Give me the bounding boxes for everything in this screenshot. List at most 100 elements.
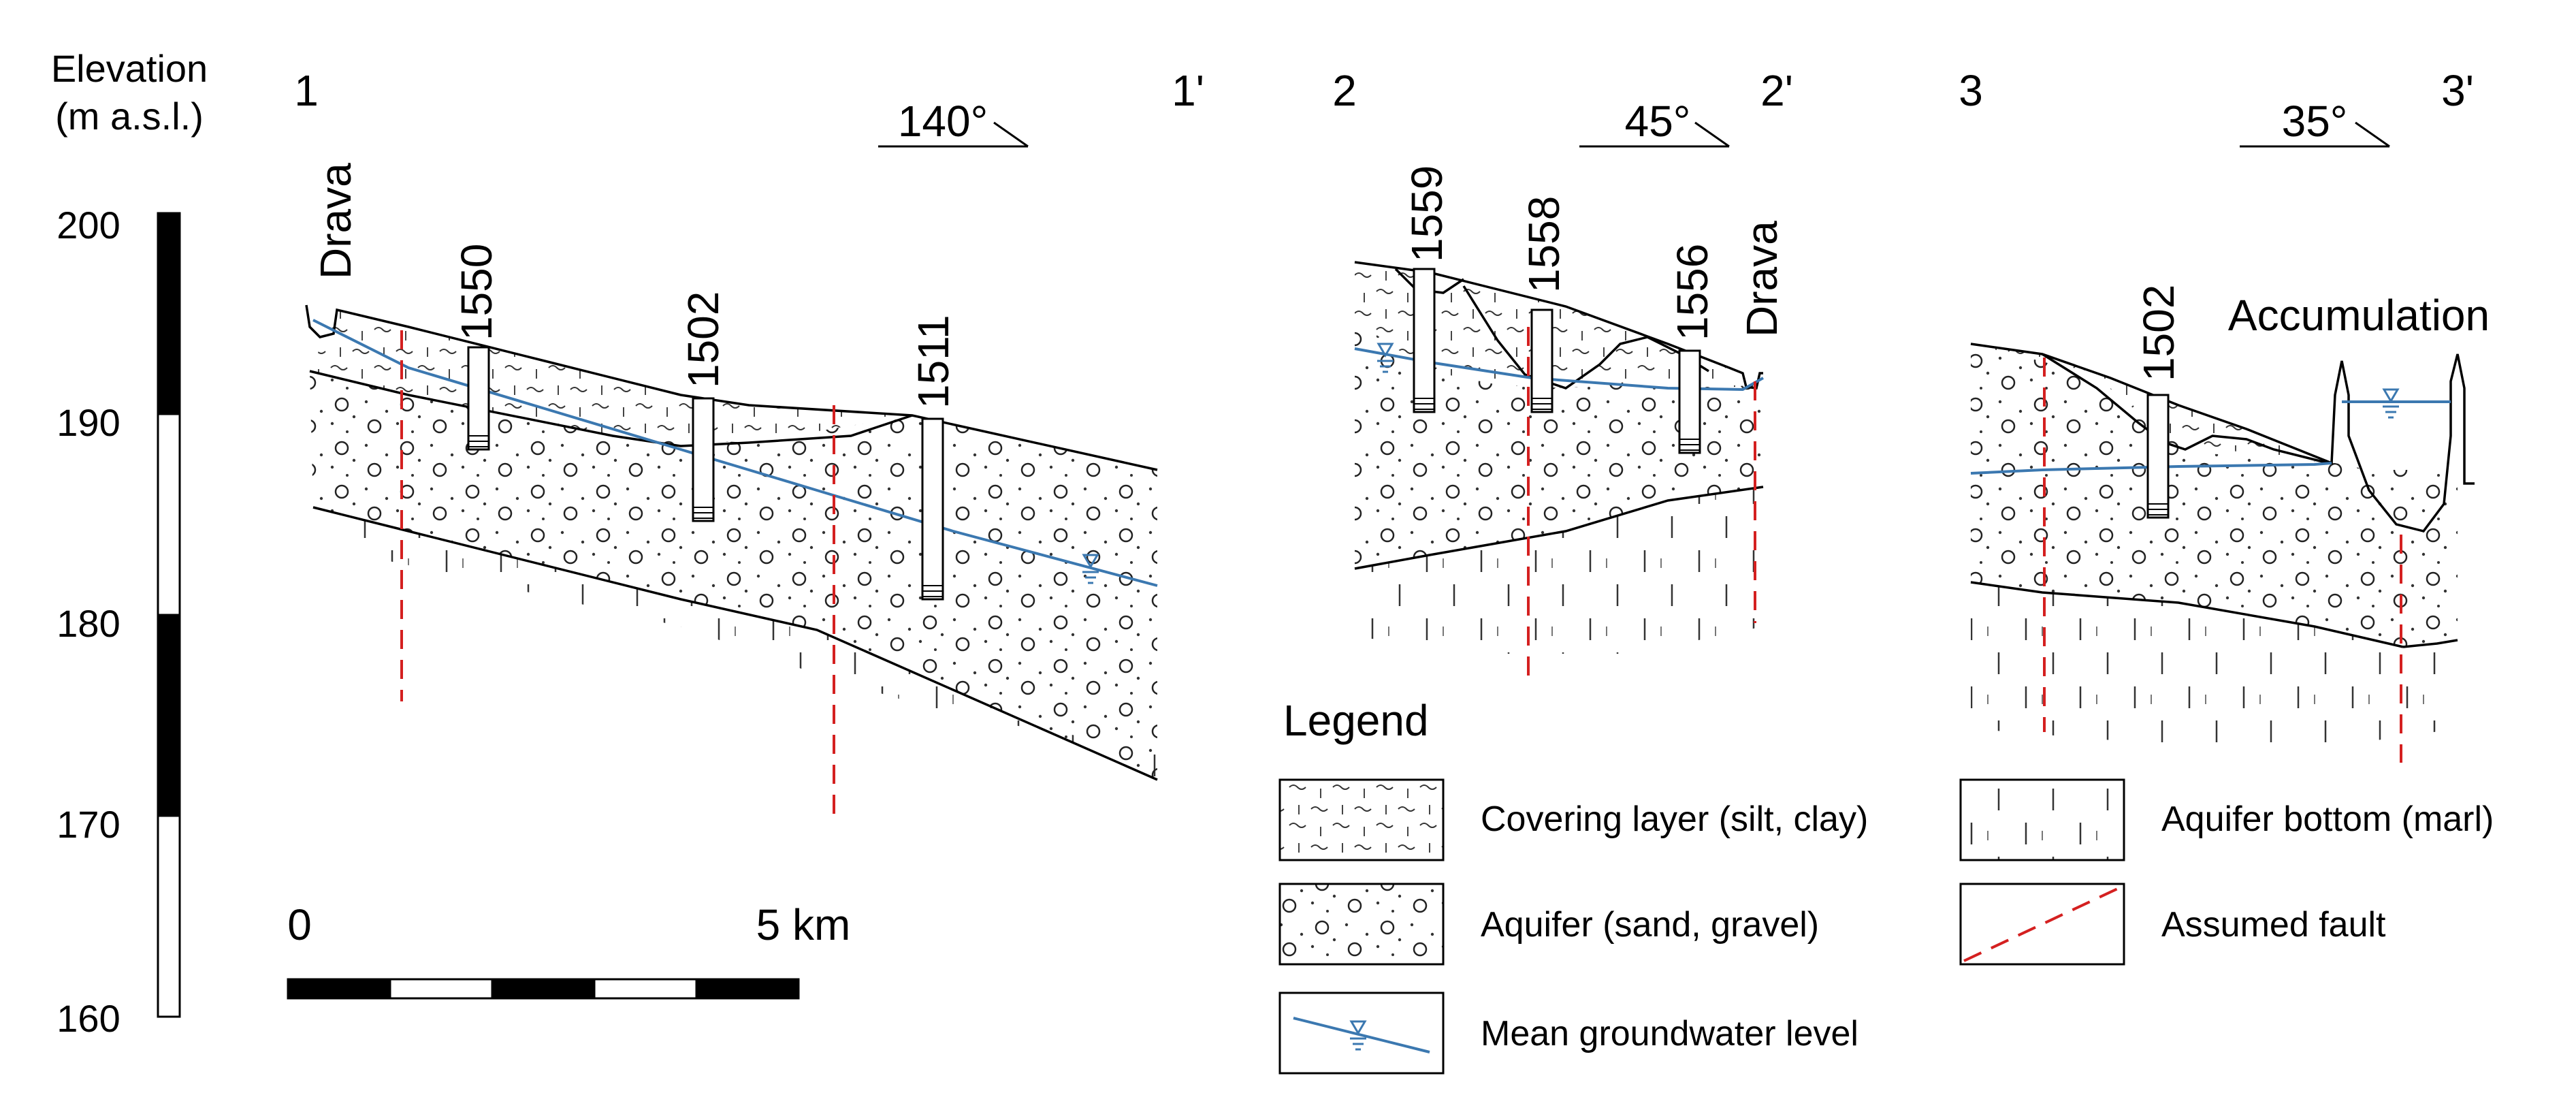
- legend-swatch: [1278, 992, 1445, 1075]
- legend-label: Assumed fault: [2161, 905, 2386, 945]
- layer-boundaries: [305, 304, 1158, 781]
- elevation-tick-label: 170: [57, 803, 120, 846]
- distance-bar-segment: [287, 978, 391, 1000]
- section-end-label: 2': [1760, 66, 1793, 115]
- feature-label-1511: 1511: [909, 315, 958, 409]
- boreholes: [1413, 268, 1701, 454]
- groundwater-line: [312, 319, 1158, 587]
- legend-swatch: [1278, 778, 1445, 861]
- borehole-1558: [1530, 308, 1553, 413]
- distance-start-label: 0: [287, 900, 312, 949]
- groundwater-symbol: [1376, 343, 1394, 373]
- cross-section-3: 3 3' 35°: [1959, 66, 2490, 763]
- azimuth-arrow: [878, 121, 1029, 148]
- cover-base-line: [309, 370, 913, 447]
- feature-label-1556: 1556: [1668, 244, 1717, 340]
- legend-label: Aquifer bottom (marl): [2161, 799, 2494, 839]
- elevation-tick-label: 160: [57, 997, 120, 1040]
- feature-label-1502: 1502: [679, 291, 728, 388]
- cover-base-line: [2042, 353, 2329, 464]
- feature-label-1558: 1558: [1519, 196, 1568, 293]
- aquifer-layer: [1355, 320, 1763, 569]
- cross-section-1: 1 1' 140°: [294, 66, 1204, 817]
- distance-bar-segment: [389, 978, 494, 1000]
- borehole-screens: [1414, 398, 1700, 451]
- borehole-screens: [468, 435, 943, 597]
- distance-bar-segment: [593, 978, 698, 1000]
- aquifer-base-line: [1354, 486, 1764, 570]
- legend-swatch: [1959, 883, 2125, 966]
- feature-label-1559: 1559: [1402, 165, 1451, 262]
- legend-swatch: [1959, 778, 2125, 861]
- section-start-label: 3: [1959, 66, 1983, 115]
- aquifer-bottom-layer: [313, 507, 1157, 780]
- borehole-1556: [1678, 349, 1701, 454]
- legend-swatch: [1278, 883, 1445, 966]
- azimuth-arrow: [2240, 121, 2390, 148]
- aquifer-base-line: [312, 506, 1158, 781]
- feature-label-accumulation: Accumulation: [2228, 291, 2490, 340]
- legend-item-fault: Assumed fault: [1959, 883, 2386, 966]
- section-end-label: 3': [2441, 66, 2474, 115]
- cover-base-line: [1462, 285, 1709, 390]
- legend: Legend Covering layer (silt, clay) Aquif…: [1278, 696, 2494, 1075]
- aquifer-layer: [310, 371, 1157, 780]
- azimuth-arrow: [1579, 121, 1730, 148]
- feature-label-drava: Drava: [311, 163, 360, 279]
- feature-label-1502: 1502: [2134, 285, 2183, 381]
- legend-label: Covering layer (silt, clay): [1481, 799, 1868, 839]
- elevation-bar-segment: [157, 814, 181, 1018]
- distance-end-label: 5 km: [756, 900, 851, 949]
- legend-item-groundwater: Mean groundwater level: [1278, 992, 1858, 1075]
- elevation-tick-label: 200: [57, 204, 120, 247]
- aquifer-layer: [1971, 349, 2458, 647]
- legend-item-aquifer: Aquifer (sand, gravel): [1278, 883, 1819, 966]
- elevation-unit: (m a.s.l.): [55, 95, 204, 138]
- elevation-tick-label: 190: [57, 401, 120, 444]
- legend-label: Mean groundwater level: [1481, 1014, 1858, 1053]
- borehole-1550: [467, 346, 490, 451]
- borehole-1502: [692, 397, 715, 522]
- feature-label-1550: 1550: [452, 244, 501, 340]
- cross-section-2: 2 2' 45°: [1332, 66, 1793, 681]
- borehole-screens: [2148, 503, 2168, 516]
- elevation-bar-segment: [157, 413, 181, 616]
- borehole-1502: [2146, 394, 2170, 519]
- distance-bar-segment: [695, 978, 800, 1000]
- covering-layer: [310, 310, 912, 443]
- section-end-label: 1': [1172, 66, 1204, 115]
- layer-boundaries: [1970, 343, 2475, 648]
- faults: [2043, 358, 2402, 763]
- aquifer-base-line: [1970, 581, 2404, 648]
- feature-label-drava: Drava: [1737, 221, 1786, 337]
- distance-scale: 0 5 km: [287, 900, 851, 1000]
- elevation-title: Elevation: [51, 47, 208, 90]
- distance-bar-segment: [491, 978, 596, 1000]
- ground-surface-line: [305, 304, 1158, 471]
- groundwater-line: [1970, 462, 2332, 475]
- elevation-bar-segment: [157, 212, 181, 415]
- boreholes: [2146, 394, 2170, 519]
- groundwater-symbol: [2382, 388, 2400, 419]
- faults: [400, 330, 835, 817]
- faults: [1527, 327, 1756, 681]
- borehole-1511: [921, 417, 944, 601]
- elevation-bar-segment: [157, 614, 181, 817]
- legend-title: Legend: [1283, 696, 1429, 745]
- aquifer-bottom-layer: [1355, 487, 1763, 654]
- azimuth-label: 35°: [2282, 97, 2348, 146]
- groundwater-symbol: [1082, 554, 1099, 584]
- aquifer-bottom-layer: [1971, 582, 2458, 749]
- ground-surface-line: [1970, 343, 2475, 533]
- elevation-scale: Elevation (m a.s.l.) 200 190 180 170 160: [51, 47, 208, 1040]
- section-start-label: 2: [1332, 66, 1357, 115]
- borehole-1559: [1413, 268, 1436, 413]
- section-start-label: 1: [294, 66, 319, 115]
- azimuth-label: 45°: [1625, 97, 1691, 146]
- aquifer-base-line: [2402, 639, 2458, 648]
- elevation-tick-label: 180: [57, 602, 120, 645]
- legend-item-covering: Covering layer (silt, clay): [1278, 778, 1868, 861]
- legend-item-bottom: Aquifer bottom (marl): [1959, 778, 2494, 861]
- boreholes: [467, 346, 944, 601]
